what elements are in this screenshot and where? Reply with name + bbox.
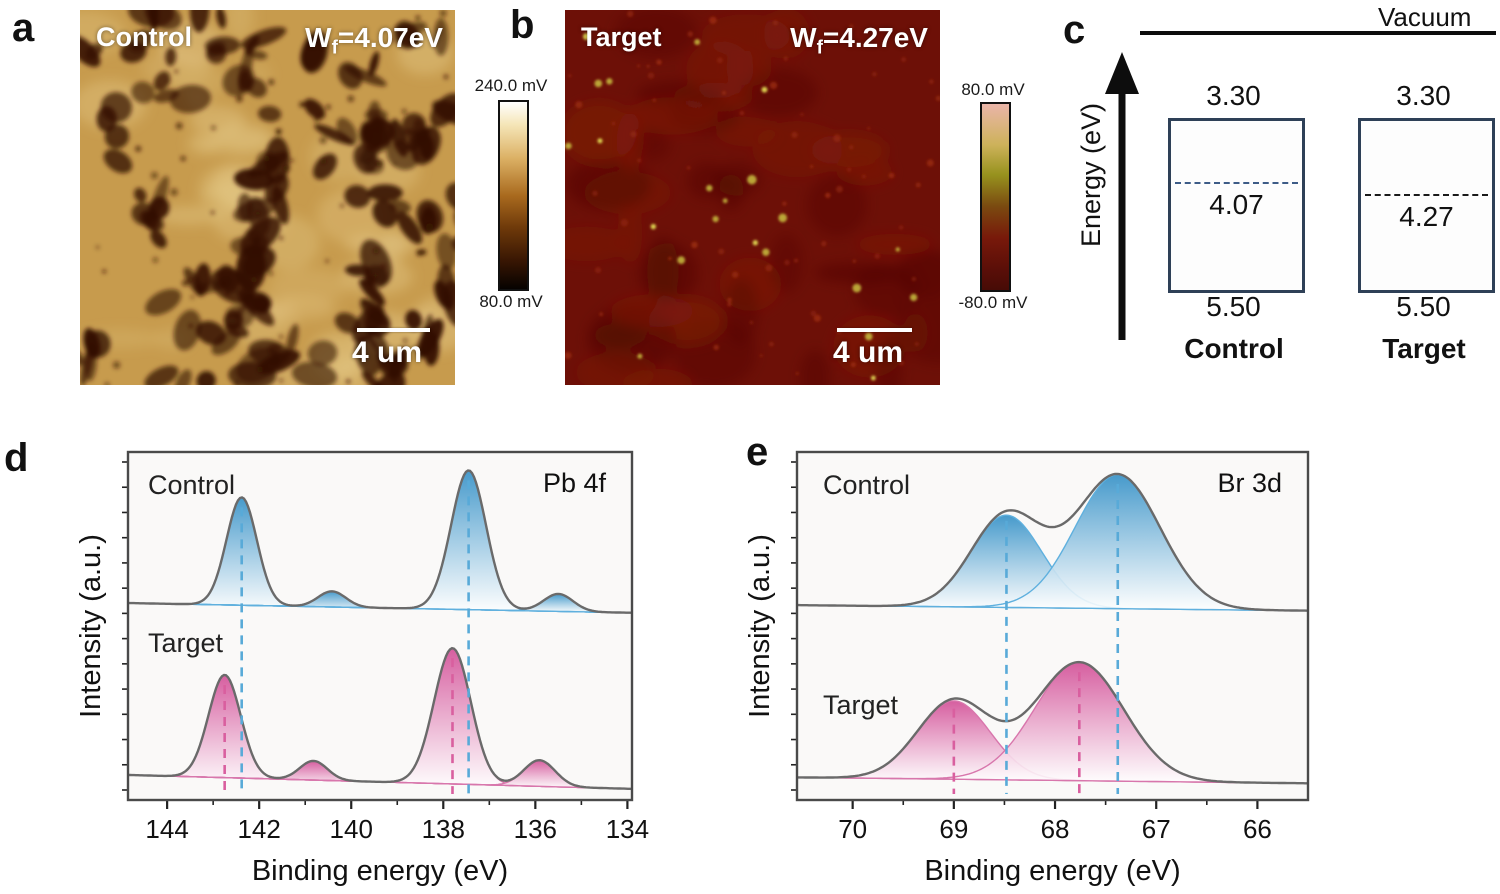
chart-title: Pb 4f: [543, 468, 607, 498]
control-cbm-value: 3.30: [1206, 80, 1261, 111]
wf-subscript: f: [816, 37, 823, 59]
x-tick-label: 138: [422, 814, 465, 844]
wf-subscript: f: [331, 37, 338, 59]
dark-domains: [80, 10, 455, 385]
fit-peak: [127, 759, 633, 790]
control-band-box: 4.07: [1168, 118, 1305, 293]
workfunction-label-target: Wf=4.27eV: [790, 22, 928, 60]
envelope-curve: [127, 646, 633, 791]
target-cbm-value: 3.30: [1396, 80, 1451, 111]
wf-symbol: W: [790, 22, 817, 53]
panel-letter-a: a: [12, 6, 35, 50]
scale-bar-label: 4 um: [352, 336, 423, 369]
colorbar-a: [498, 100, 529, 291]
envelope-curve: [127, 469, 633, 614]
series-control: [127, 469, 633, 614]
colorbar-b-max-label: 80.0 mV: [961, 80, 1025, 99]
control-level-label: Control: [1184, 333, 1284, 364]
chart-title: Br 3d: [1217, 468, 1282, 498]
target-vbm-value: 5.50: [1396, 291, 1451, 322]
workfunction-label-control: Wf=4.07eV: [305, 22, 443, 60]
x-tick-label: 140: [330, 814, 373, 844]
vacuum-level-line: [1140, 31, 1496, 35]
envelope-curve: [797, 660, 1307, 785]
colorbar-b-min-label: -80.0 mV: [958, 293, 1028, 312]
colorbar-b: [980, 102, 1011, 292]
guide-lines: [223, 480, 470, 794]
scale-bar-line: [357, 328, 430, 332]
series-target: [127, 646, 633, 791]
envelope-curve: [797, 472, 1308, 612]
panel-letter-b: b: [510, 3, 535, 47]
x-axis-label: Binding energy (eV): [924, 855, 1180, 887]
wf-symbol: W: [305, 22, 332, 53]
xps-chart-br3d: 70 69 68 67 66 Control Target Br 3d Binding ener…: [744, 450, 1310, 887]
series-label-control: Control: [823, 470, 910, 500]
control-fermi-dash: [1175, 182, 1298, 184]
image-label-control: Control: [96, 22, 192, 52]
xps-chart-pb4f: 144 142 140 138 136 134 Control Target Pb 4f Bind…: [75, 450, 649, 887]
fit-peak: [127, 593, 633, 614]
x-tick-label: 142: [237, 814, 280, 844]
x-tick-label: 68: [1041, 814, 1070, 844]
y-axis-label: Intensity (a.u.): [75, 534, 107, 718]
x-tick-label: 144: [145, 814, 188, 844]
target-level-label: Target: [1382, 333, 1466, 364]
series-control: [796, 472, 1309, 612]
bright-dots: [565, 33, 918, 381]
dim-dots: [565, 10, 940, 375]
plot-border: [126, 450, 634, 802]
x-tick-label: 134: [606, 814, 649, 844]
series-target: [796, 660, 1309, 785]
x-tick-label: 66: [1243, 814, 1272, 844]
panel-letter-c: c: [1063, 8, 1086, 52]
target-fermi-dash: [1365, 194, 1488, 196]
y-axis: [791, 461, 797, 791]
series-label-control: Control: [148, 470, 235, 500]
x-axis-label: Binding energy (eV): [252, 855, 508, 887]
wf-value: =4.07eV: [337, 22, 443, 53]
kpfm-image-target: Target Wf=4.27eV 4 um: [565, 10, 940, 385]
x-tick-label: 70: [838, 814, 867, 844]
series-label-target: Target: [148, 628, 224, 658]
x-axis: 144 142 140 138 136 134: [145, 800, 649, 844]
x-tick-label: 69: [939, 814, 968, 844]
x-axis: 70 69 68 67 66: [838, 800, 1272, 844]
control-wf-value: 4.07: [1209, 189, 1264, 220]
afm-texture-control: [80, 10, 455, 385]
kpfm-image-control: Control Wf=4.07eV 4 um: [80, 10, 455, 385]
afm-texture-target: [565, 10, 940, 385]
series-label-target: Target: [823, 690, 899, 720]
image-label-target: Target: [581, 22, 662, 52]
mottled-patches: [565, 10, 940, 385]
guide-lines: [952, 483, 1120, 794]
target-wf-value: 4.27: [1399, 201, 1454, 232]
target-band-box: 4.27: [1358, 118, 1495, 293]
x-tick-label: 136: [514, 814, 557, 844]
colorbar-a-max-label: 240.0 mV: [474, 76, 548, 95]
wf-value: =4.27eV: [822, 22, 928, 53]
control-vbm-value: 5.50: [1206, 291, 1261, 322]
plot-border: [795, 450, 1310, 802]
scale-bar-label: 4 um: [833, 336, 904, 369]
energy-axis-arrow: [1105, 52, 1139, 340]
y-axis-label: Intensity (a.u.): [744, 534, 776, 718]
x-tick-label: 67: [1142, 814, 1171, 844]
panel-letter-d: d: [4, 436, 29, 480]
vacuum-label: Vacuum: [1378, 2, 1472, 32]
panel-letter-e: e: [746, 430, 769, 474]
scale-bar-line: [837, 328, 912, 332]
colorbar-a-min-label: 80.0 mV: [479, 292, 543, 311]
